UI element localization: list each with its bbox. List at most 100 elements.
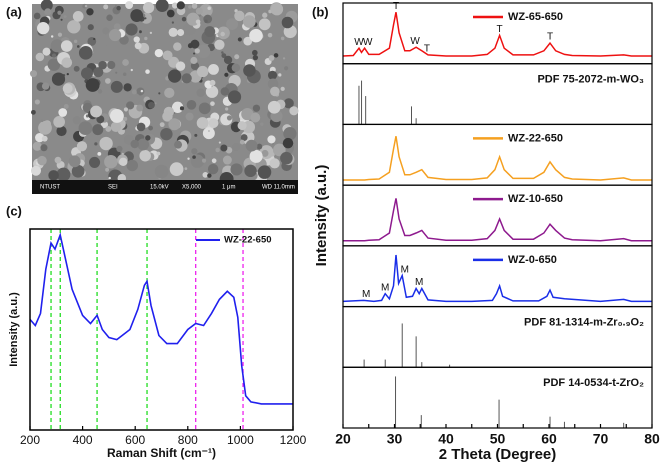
sem-grain xyxy=(144,17,147,20)
x-tick-label: 1200 xyxy=(280,433,307,447)
sem-grain xyxy=(130,68,133,72)
sem-grain xyxy=(211,158,217,164)
sem-grain xyxy=(273,143,286,157)
panel-label: (c) xyxy=(6,203,22,218)
sem-grain xyxy=(105,42,119,56)
sem-grain xyxy=(220,31,225,37)
sem-grain xyxy=(243,15,256,28)
sem-grain xyxy=(187,157,190,160)
sem-grain xyxy=(133,36,140,43)
sem-grain xyxy=(160,127,173,141)
sem-grain xyxy=(41,135,48,142)
plot-frame xyxy=(29,228,294,431)
sem-grain xyxy=(280,151,293,165)
legend-text: WZ-0-650 xyxy=(508,254,557,266)
sem-grain xyxy=(176,1,185,10)
sem-grain xyxy=(129,93,141,105)
sem-grain xyxy=(125,23,138,36)
sem-grain xyxy=(162,50,173,61)
sem-texture xyxy=(29,0,299,186)
sem-grain xyxy=(62,83,73,94)
sem-grain xyxy=(115,71,118,74)
sem-grain xyxy=(267,70,278,80)
sem-grain xyxy=(245,139,258,152)
sem-grain xyxy=(252,49,258,56)
sem-grain xyxy=(73,65,80,72)
subplot-frame xyxy=(342,123,653,186)
sem-grain xyxy=(130,139,139,149)
sem-grain xyxy=(51,53,57,58)
sem-grain xyxy=(195,7,203,15)
sem-grain xyxy=(37,155,47,166)
panel-label: (b) xyxy=(312,4,329,19)
x-axis-label: 2 Theta (Degree) xyxy=(439,446,557,463)
sem-grain xyxy=(209,79,216,86)
sem-grain xyxy=(30,165,42,176)
sem-grain xyxy=(123,83,132,92)
sem-grain xyxy=(159,122,165,128)
y-axis-label: Intensity (a.u.) xyxy=(313,165,330,267)
sem-grain xyxy=(194,48,200,54)
sem-grain xyxy=(40,144,48,152)
sem-grain xyxy=(191,3,198,9)
sem-grain xyxy=(204,26,216,37)
sem-grain xyxy=(267,78,279,90)
sem-grain xyxy=(47,58,61,71)
sem-grain xyxy=(142,2,155,14)
sem-grain xyxy=(60,40,73,52)
peak-label: W xyxy=(363,37,373,48)
sem-grain xyxy=(89,156,101,168)
x-tick-label: 400 xyxy=(73,433,93,447)
sem-grain xyxy=(144,36,148,41)
sem-grain xyxy=(72,116,81,125)
sem-grain xyxy=(280,86,285,92)
sem-grain xyxy=(136,122,146,132)
sem-grain xyxy=(234,54,240,60)
sem-grain xyxy=(175,61,186,71)
sem-grain xyxy=(237,121,247,131)
peak-label: M xyxy=(381,282,389,293)
sem-grain xyxy=(93,67,104,78)
sem-grain xyxy=(181,16,187,22)
sem-grain xyxy=(234,10,245,22)
sem-grain xyxy=(50,39,64,53)
sem-grain xyxy=(96,115,105,124)
x-tick-label: 20 xyxy=(335,431,351,447)
sem-grain xyxy=(113,23,121,31)
sem-grain xyxy=(86,8,94,16)
sem-grain xyxy=(258,18,271,31)
sem-grain xyxy=(56,125,67,137)
info-text: SEI xyxy=(108,185,118,191)
sem-grain xyxy=(108,28,122,42)
sem-grain xyxy=(237,37,242,42)
sem-grain xyxy=(179,106,185,111)
sem-grain xyxy=(54,156,62,164)
sem-grain xyxy=(221,53,227,59)
sem-grain xyxy=(38,121,52,135)
sem-grain xyxy=(90,105,103,118)
sem-grain xyxy=(148,125,153,131)
sem-grain xyxy=(196,44,211,59)
xrd-line xyxy=(343,136,652,181)
sem-grain xyxy=(100,120,109,129)
x-tick-label: 30 xyxy=(387,431,403,447)
sem-grain xyxy=(72,11,84,22)
sem-grain xyxy=(226,115,233,121)
sem-grain xyxy=(268,55,275,61)
x-tick-label: 40 xyxy=(438,431,454,447)
sem-grain xyxy=(126,159,139,172)
x-tick-label: 1000 xyxy=(227,433,254,447)
sem-grain xyxy=(78,46,93,60)
sem-grain xyxy=(278,73,282,77)
sem-grain xyxy=(156,151,161,156)
sem-grain xyxy=(241,108,254,121)
sem-grain xyxy=(225,107,229,111)
sem-grain xyxy=(270,3,284,16)
sem-grain xyxy=(262,12,268,18)
sem-grain xyxy=(193,52,196,55)
sem-grain xyxy=(171,101,184,114)
info-text: 15.0kV xyxy=(150,185,169,191)
x-tick-label: 600 xyxy=(125,433,145,447)
sem-grain xyxy=(280,36,285,41)
